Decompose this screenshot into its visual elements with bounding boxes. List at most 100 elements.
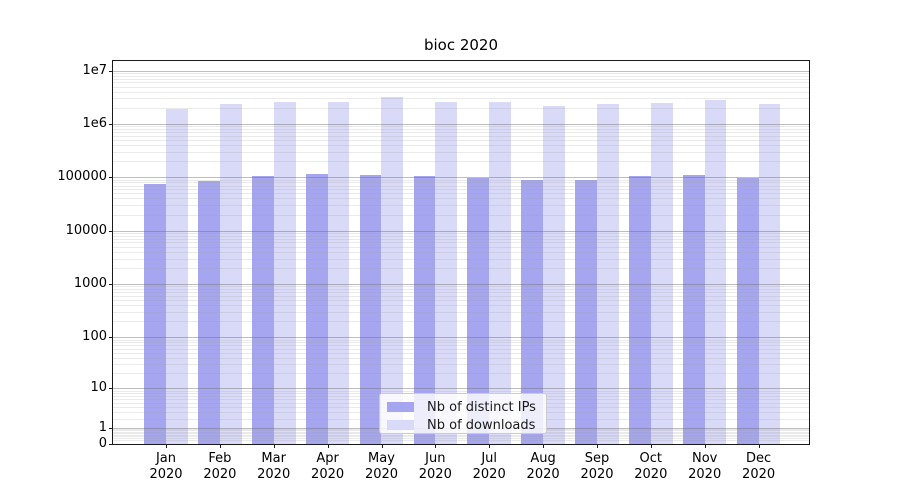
x-tick-mark — [273, 444, 275, 448]
minor-gridline — [113, 339, 809, 341]
legend: Nb of distinct IPs Nb of downloads — [379, 393, 547, 434]
minor-gridline — [113, 390, 809, 392]
minor-gridline — [113, 78, 809, 80]
bar-distinct-ips-nov — [682, 174, 705, 444]
minor-gridline — [113, 348, 809, 350]
bar-downloads-oct — [650, 102, 673, 444]
minor-gridline — [113, 258, 809, 260]
y-tick-label: 1e6 — [82, 115, 107, 131]
bar-distinct-ips-feb — [198, 180, 220, 444]
minor-gridline — [113, 91, 809, 93]
minor-gridline — [113, 132, 809, 134]
chart-title: bioc 2020 — [423, 36, 499, 54]
major-gridline — [113, 177, 809, 179]
x-tick-label-sep: Sep 2020 — [580, 451, 614, 482]
minor-gridline — [113, 357, 809, 359]
minor-gridline — [113, 364, 809, 366]
bar-downloads-apr — [327, 102, 350, 444]
legend-row-downloads: Nb of downloads — [380, 417, 546, 433]
bar-distinct-ips-mar — [251, 175, 274, 444]
x-tick-label-jun: Jun 2020 — [418, 451, 452, 482]
y-tick-mark — [109, 70, 113, 72]
x-tick-mark — [758, 444, 760, 448]
minor-gridline — [113, 193, 809, 195]
x-tick-label-mar: Mar 2020 — [257, 451, 291, 482]
minor-gridline — [113, 436, 809, 438]
y-tick-mark — [109, 177, 113, 179]
major-gridline — [113, 337, 809, 338]
minor-gridline — [113, 295, 809, 297]
minor-gridline — [113, 214, 809, 216]
y-tick-label: 0 — [98, 436, 107, 451]
legend-swatch-distinct-ips — [387, 402, 414, 412]
major-gridline — [113, 123, 809, 125]
bar-downloads-sep — [596, 103, 619, 444]
bar-distinct-ips-oct — [629, 175, 651, 444]
bar-downloads-may — [381, 96, 404, 444]
plot-area — [112, 60, 810, 445]
y-tick-mark — [109, 230, 113, 232]
minor-gridline — [113, 72, 809, 74]
bar-downloads-mar — [273, 102, 296, 444]
y-tick-label: 10000 — [65, 222, 107, 238]
minor-gridline — [113, 151, 809, 153]
minor-gridline — [113, 321, 809, 323]
x-tick-label-jul: Jul 2020 — [472, 451, 506, 482]
minor-gridline — [113, 179, 809, 181]
x-tick-mark — [597, 444, 598, 448]
bar-downloads-feb — [219, 103, 242, 444]
x-tick-label-jan: Jan 2020 — [149, 451, 183, 482]
bar-distinct-ips-jan — [144, 183, 166, 444]
bar-downloads-jul — [489, 102, 512, 444]
x-tick-mark — [704, 444, 706, 448]
y-tick-label: 1000 — [73, 275, 107, 291]
minor-gridline — [113, 145, 809, 147]
major-gridline — [113, 230, 809, 232]
y-tick-mark — [109, 444, 113, 445]
minor-gridline — [113, 198, 809, 200]
bar-distinct-ips-aug — [521, 180, 544, 444]
bar-distinct-ips-apr — [305, 173, 328, 444]
minor-gridline — [113, 305, 809, 307]
minor-gridline — [113, 235, 809, 237]
minor-gridline — [113, 233, 809, 234]
x-tick-label-aug: Aug 2020 — [526, 451, 560, 482]
y-tick-label: 1e7 — [82, 62, 107, 78]
minor-gridline — [113, 373, 809, 375]
bar-distinct-ips-sep — [575, 180, 597, 444]
bar-distinct-ips-jul — [467, 177, 490, 444]
x-tick-label-feb: Feb 2020 — [203, 451, 237, 482]
minor-gridline — [113, 246, 809, 248]
x-tick-mark — [219, 444, 221, 448]
minor-gridline — [113, 185, 809, 187]
minor-gridline — [113, 267, 809, 269]
minor-gridline — [113, 439, 809, 441]
x-tick-label-dec: Dec 2020 — [742, 451, 776, 482]
y-tick-label: 1 — [98, 419, 107, 435]
x-tick-label-oct: Oct 2020 — [634, 451, 668, 482]
minor-gridline — [113, 342, 809, 344]
minor-gridline — [113, 139, 809, 141]
bar-downloads-aug — [543, 106, 565, 444]
y-tick-mark — [109, 337, 113, 338]
bar-downloads-dec — [758, 104, 781, 444]
y-tick-label: 100 — [82, 329, 107, 344]
minor-gridline — [113, 437, 809, 439]
y-tick-label: 10 — [90, 380, 107, 396]
minor-gridline — [113, 135, 809, 137]
bar-distinct-ips-jun — [413, 175, 436, 444]
bar-downloads-nov — [704, 100, 727, 444]
minor-gridline — [113, 205, 809, 207]
legend-row-distinct-ips: Nb of distinct IPs — [380, 399, 546, 415]
x-tick-label-may: May 2020 — [364, 451, 399, 482]
minor-gridline — [113, 352, 809, 354]
minor-gridline — [113, 82, 809, 84]
minor-gridline — [113, 126, 809, 128]
minor-gridline — [113, 299, 809, 301]
x-tick-mark — [489, 444, 491, 448]
minor-gridline — [113, 251, 809, 253]
major-gridline — [113, 70, 809, 72]
y-tick-mark — [109, 123, 113, 125]
x-tick-mark — [166, 444, 167, 448]
